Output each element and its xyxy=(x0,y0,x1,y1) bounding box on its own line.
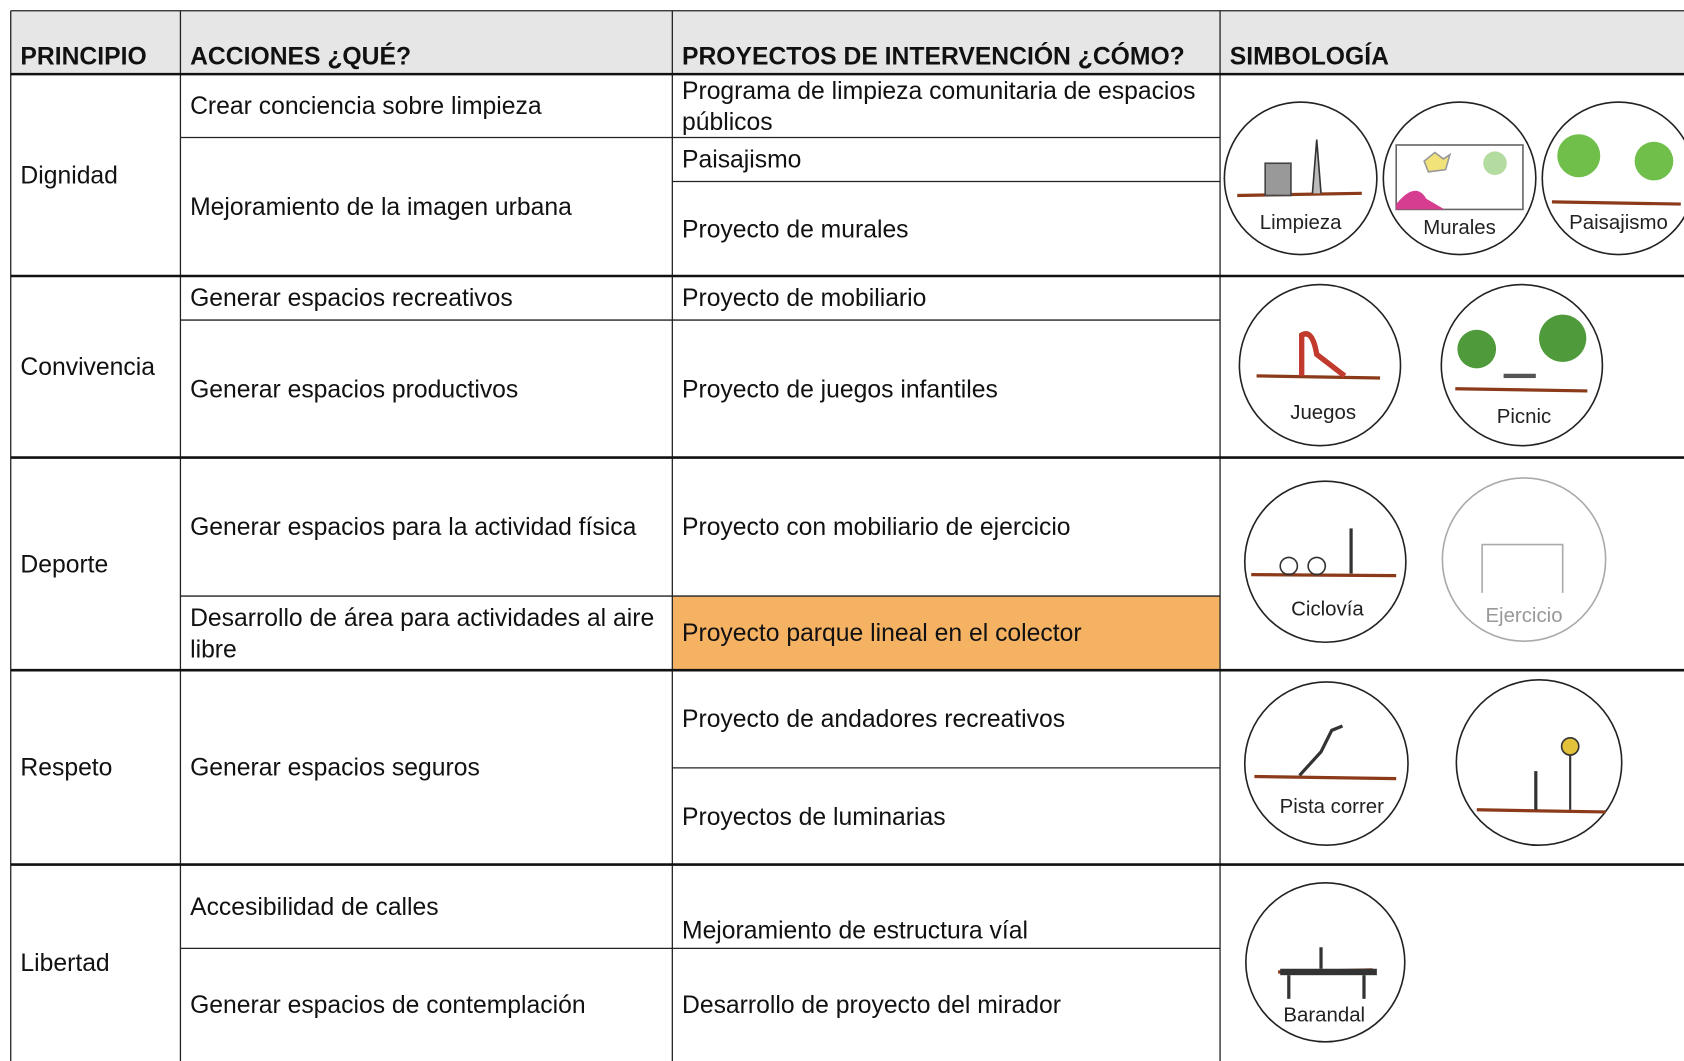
accion: Desarrollo de área para actividades al a… xyxy=(190,603,655,663)
symbol-label: Limpieza xyxy=(1259,211,1342,235)
header-cell: PROYECTOS DE INTERVENCIÓN ¿CÓMO? xyxy=(681,41,1185,70)
principio: Convivencia xyxy=(20,352,155,381)
proyecto: Proyectos de luminarias xyxy=(681,801,946,830)
symbol-label: Murales xyxy=(1423,216,1496,240)
symbol-label: Picnic xyxy=(1496,405,1552,429)
accion: Mejoramiento de la imagen urbana xyxy=(190,192,572,221)
proyecto: Proyecto de mobiliario xyxy=(681,283,927,312)
principio: Libertad xyxy=(20,948,110,977)
header-cell: PRINCIPIO xyxy=(20,41,147,70)
header-cell: ACCIONES ¿QUÉ? xyxy=(190,41,412,70)
symbol-label: Pista correr xyxy=(1279,795,1384,819)
proyecto: Proyecto de andadores recreativos xyxy=(681,704,1066,733)
proyecto: Mejoramiento de estructura víal xyxy=(681,916,1028,945)
proyecto: Programa de limpieza comunitaria de espa… xyxy=(681,75,1196,135)
symbol-label: Ejercicio xyxy=(1485,604,1563,628)
principio: Respeto xyxy=(20,752,113,781)
proyecto: Proyecto de juegos infantiles xyxy=(681,374,998,403)
symbol-label: Juegos xyxy=(1290,401,1357,425)
highlight-cell xyxy=(672,596,1221,671)
principio: Deporte xyxy=(20,549,109,578)
row-dividers xyxy=(10,72,1684,866)
proyecto: Desarrollo de proyecto del mirador xyxy=(681,990,1061,1019)
header-bg xyxy=(10,10,1684,75)
accion: Generar espacios seguros xyxy=(190,752,480,781)
grid-lines xyxy=(10,10,1684,1061)
symbol-icons xyxy=(1223,101,1684,1043)
proyecto: Proyecto de murales xyxy=(681,214,909,243)
proyecto: Paisajismo xyxy=(681,144,802,173)
principio: Dignidad xyxy=(20,160,118,189)
proyecto: Proyecto parque lineal en el colector xyxy=(681,618,1082,647)
accion: Accesibilidad de calles xyxy=(190,891,439,920)
header-cell: SIMBOLOGÍA xyxy=(1229,41,1389,70)
accion: Generar espacios de contemplación xyxy=(190,990,586,1019)
symbol-label: Paisajismo xyxy=(1569,211,1668,235)
proyecto: Proyecto con mobiliario de ejercicio xyxy=(681,512,1071,541)
symbol-label: Barandal xyxy=(1283,1004,1366,1027)
accion: Generar espacios recreativos xyxy=(190,283,513,312)
accion: Generar espacios para la actividad físic… xyxy=(190,512,637,541)
symbol-label: Ciclovía xyxy=(1291,598,1364,621)
accion: Crear conciencia sobre limpieza xyxy=(190,91,542,120)
accion: Generar espacios productivos xyxy=(190,374,519,403)
